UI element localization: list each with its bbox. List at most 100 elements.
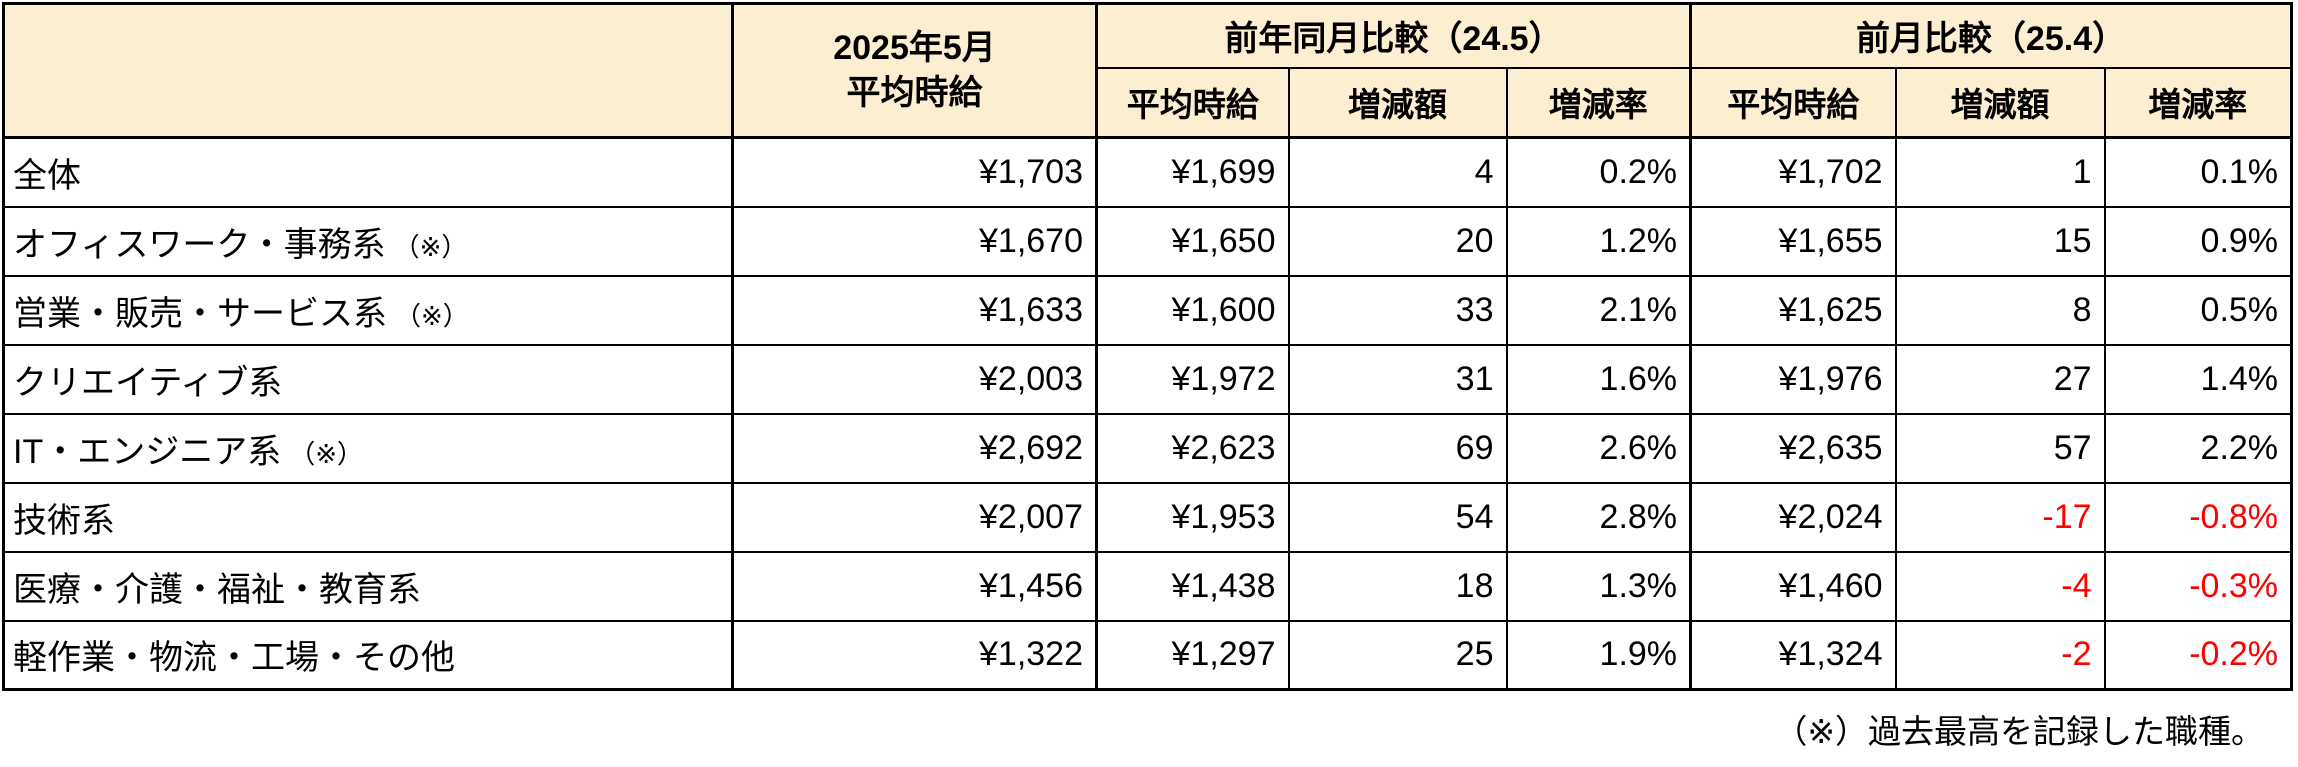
yoy-diff-cell: 25 [1287,619,1508,691]
mom-avg-cell: ¥1,460 [1689,550,1897,622]
header-yoy-avg: 平均時給 [1095,66,1290,139]
current-avg-cell: ¥1,456 [731,550,1098,622]
category-cell: クリエイティブ系 [2,343,734,415]
mom-rate-cell: -0.3% [2103,550,2293,622]
mom-rate-cell: 1.4% [2103,343,2293,415]
header-current-period-line1: 2025年5月 [833,29,996,68]
mom-diff-cell: -4 [1894,550,2106,622]
mom-diff-cell: -17 [1894,481,2106,553]
current-avg-cell: ¥2,007 [731,481,1098,553]
yoy-avg-cell: ¥1,972 [1095,343,1290,415]
current-avg-cell: ¥1,703 [731,136,1098,208]
yoy-rate-cell: 0.2% [1505,136,1692,208]
category-label: 軽作業・物流・工場・その他 [13,639,455,678]
yoy-avg-cell: ¥1,438 [1095,550,1290,622]
mom-diff-cell: 27 [1894,343,2106,415]
header-yoy-rate: 増減率 [1505,66,1692,139]
header-mom-diff: 増減額 [1894,66,2106,139]
current-avg-cell: ¥1,633 [731,274,1098,346]
mom-diff-cell: 57 [1894,412,2106,484]
category-cell: 全体 [2,136,734,208]
yoy-diff-cell: 33 [1287,274,1508,346]
table-row: 医療・介護・福祉・教育系 ¥1,456 ¥1,438 18 1.3% ¥1,46… [2,550,2293,622]
mom-diff-cell: 15 [1894,205,2106,277]
header-yoy-diff: 増減額 [1287,66,1508,139]
yoy-diff-cell: 31 [1287,343,1508,415]
mom-rate-cell: 0.9% [2103,205,2293,277]
yoy-rate-cell: 1.3% [1505,550,1692,622]
category-cell: 医療・介護・福祉・教育系 [2,550,734,622]
yoy-rate-cell: 2.8% [1505,481,1692,553]
current-avg-cell: ¥2,003 [731,343,1098,415]
mom-avg-cell: ¥1,702 [1689,136,1897,208]
yoy-avg-cell: ¥2,623 [1095,412,1290,484]
table-row: 全体 ¥1,703 ¥1,699 4 0.2% ¥1,702 1 0.1% [2,136,2293,208]
category-label: 技術系 [13,501,115,540]
mom-avg-cell: ¥1,625 [1689,274,1897,346]
table-row: 軽作業・物流・工場・その他 ¥1,322 ¥1,297 25 1.9% ¥1,3… [2,619,2293,691]
wage-table: 2025年5月 平均時給 前年同月比較（24.5） 前月比較（25.4） 平均時… [2,2,2294,691]
yoy-rate-cell: 2.6% [1505,412,1692,484]
category-cell: 技術系 [2,481,734,553]
mom-diff-cell: -2 [1894,619,2106,691]
yoy-avg-cell: ¥1,953 [1095,481,1290,553]
header-category-empty-cell [2,2,734,139]
yoy-rate-cell: 1.2% [1505,205,1692,277]
mom-avg-cell: ¥1,976 [1689,343,1897,415]
header-current-period: 2025年5月 平均時給 [731,2,1098,139]
record-high-note: （※） [289,438,364,469]
mom-diff-cell: 1 [1894,136,2106,208]
record-high-note: （※） [393,231,468,262]
table-row: 技術系 ¥2,007 ¥1,953 54 2.8% ¥2,024 -17 -0.… [2,481,2293,553]
header-current-period-line2: 平均時給 [846,73,983,112]
mom-avg-cell: ¥2,635 [1689,412,1897,484]
yoy-diff-cell: 18 [1287,550,1508,622]
yoy-avg-cell: ¥1,297 [1095,619,1290,691]
current-avg-cell: ¥2,692 [731,412,1098,484]
mom-rate-cell: 2.2% [2103,412,2293,484]
header-mom-group: 前月比較（25.4） [1689,2,2293,69]
mom-rate-cell: -0.8% [2103,481,2293,553]
category-cell: オフィスワーク・事務系 （※） [2,205,734,277]
yoy-rate-cell: 1.9% [1505,619,1692,691]
mom-avg-cell: ¥1,324 [1689,619,1897,691]
header-row-sub: 平均時給 増減額 増減率 平均時給 増減額 増減率 [4,66,2293,139]
category-label: 営業・販売・サービス系 [13,294,387,333]
yoy-diff-cell: 69 [1287,412,1508,484]
header-mom-avg: 平均時給 [1689,66,1897,139]
yoy-avg-cell: ¥1,699 [1095,136,1290,208]
table-row: IT・エンジニア系 （※） ¥2,692 ¥2,623 69 2.6% ¥2,63… [2,412,2293,484]
yoy-diff-cell: 54 [1287,481,1508,553]
category-label: 医療・介護・福祉・教育系 [13,570,421,609]
mom-avg-cell: ¥1,655 [1689,205,1897,277]
current-avg-cell: ¥1,670 [731,205,1098,277]
category-label: IT・エンジニア系 [13,432,282,471]
category-cell: IT・エンジニア系 （※） [2,412,734,484]
yoy-diff-cell: 20 [1287,205,1508,277]
category-label: 全体 [13,156,81,195]
header-mom-rate: 増減率 [2103,66,2293,139]
table-row: クリエイティブ系 ¥2,003 ¥1,972 31 1.6% ¥1,976 27… [2,343,2293,415]
mom-rate-cell: 0.5% [2103,274,2293,346]
category-label: クリエイティブ系 [13,363,283,402]
mom-rate-cell: 0.1% [2103,136,2293,208]
mom-diff-cell: 8 [1894,274,2106,346]
header-row-groups: 2025年5月 平均時給 前年同月比較（24.5） 前月比較（25.4） [2,2,2293,139]
yoy-avg-cell: ¥1,600 [1095,274,1290,346]
yoy-rate-cell: 1.6% [1505,343,1692,415]
current-avg-cell: ¥1,322 [731,619,1098,691]
yoy-rate-cell: 2.1% [1505,274,1692,346]
yoy-diff-cell: 4 [1287,136,1508,208]
table-row: オフィスワーク・事務系 （※） ¥1,670 ¥1,650 20 1.2% ¥1,… [2,205,2293,277]
yoy-avg-cell: ¥1,650 [1095,205,1290,277]
mom-rate-cell: -0.2% [2103,619,2293,691]
record-high-note: （※） [395,300,469,331]
table-row: 営業・販売・サービス系 （※） ¥1,633 ¥1,600 33 2.1% ¥1,… [2,274,2293,346]
header-yoy-group: 前年同月比較（24.5） [1094,2,1692,69]
category-cell: 営業・販売・サービス系 （※） [2,274,734,346]
category-cell: 軽作業・物流・工場・その他 [2,619,734,691]
footnote: （※）過去最高を記録した職種。 [1774,713,2264,750]
mom-avg-cell: ¥2,024 [1689,481,1897,553]
category-label: オフィスワーク・事務系 [13,225,386,264]
